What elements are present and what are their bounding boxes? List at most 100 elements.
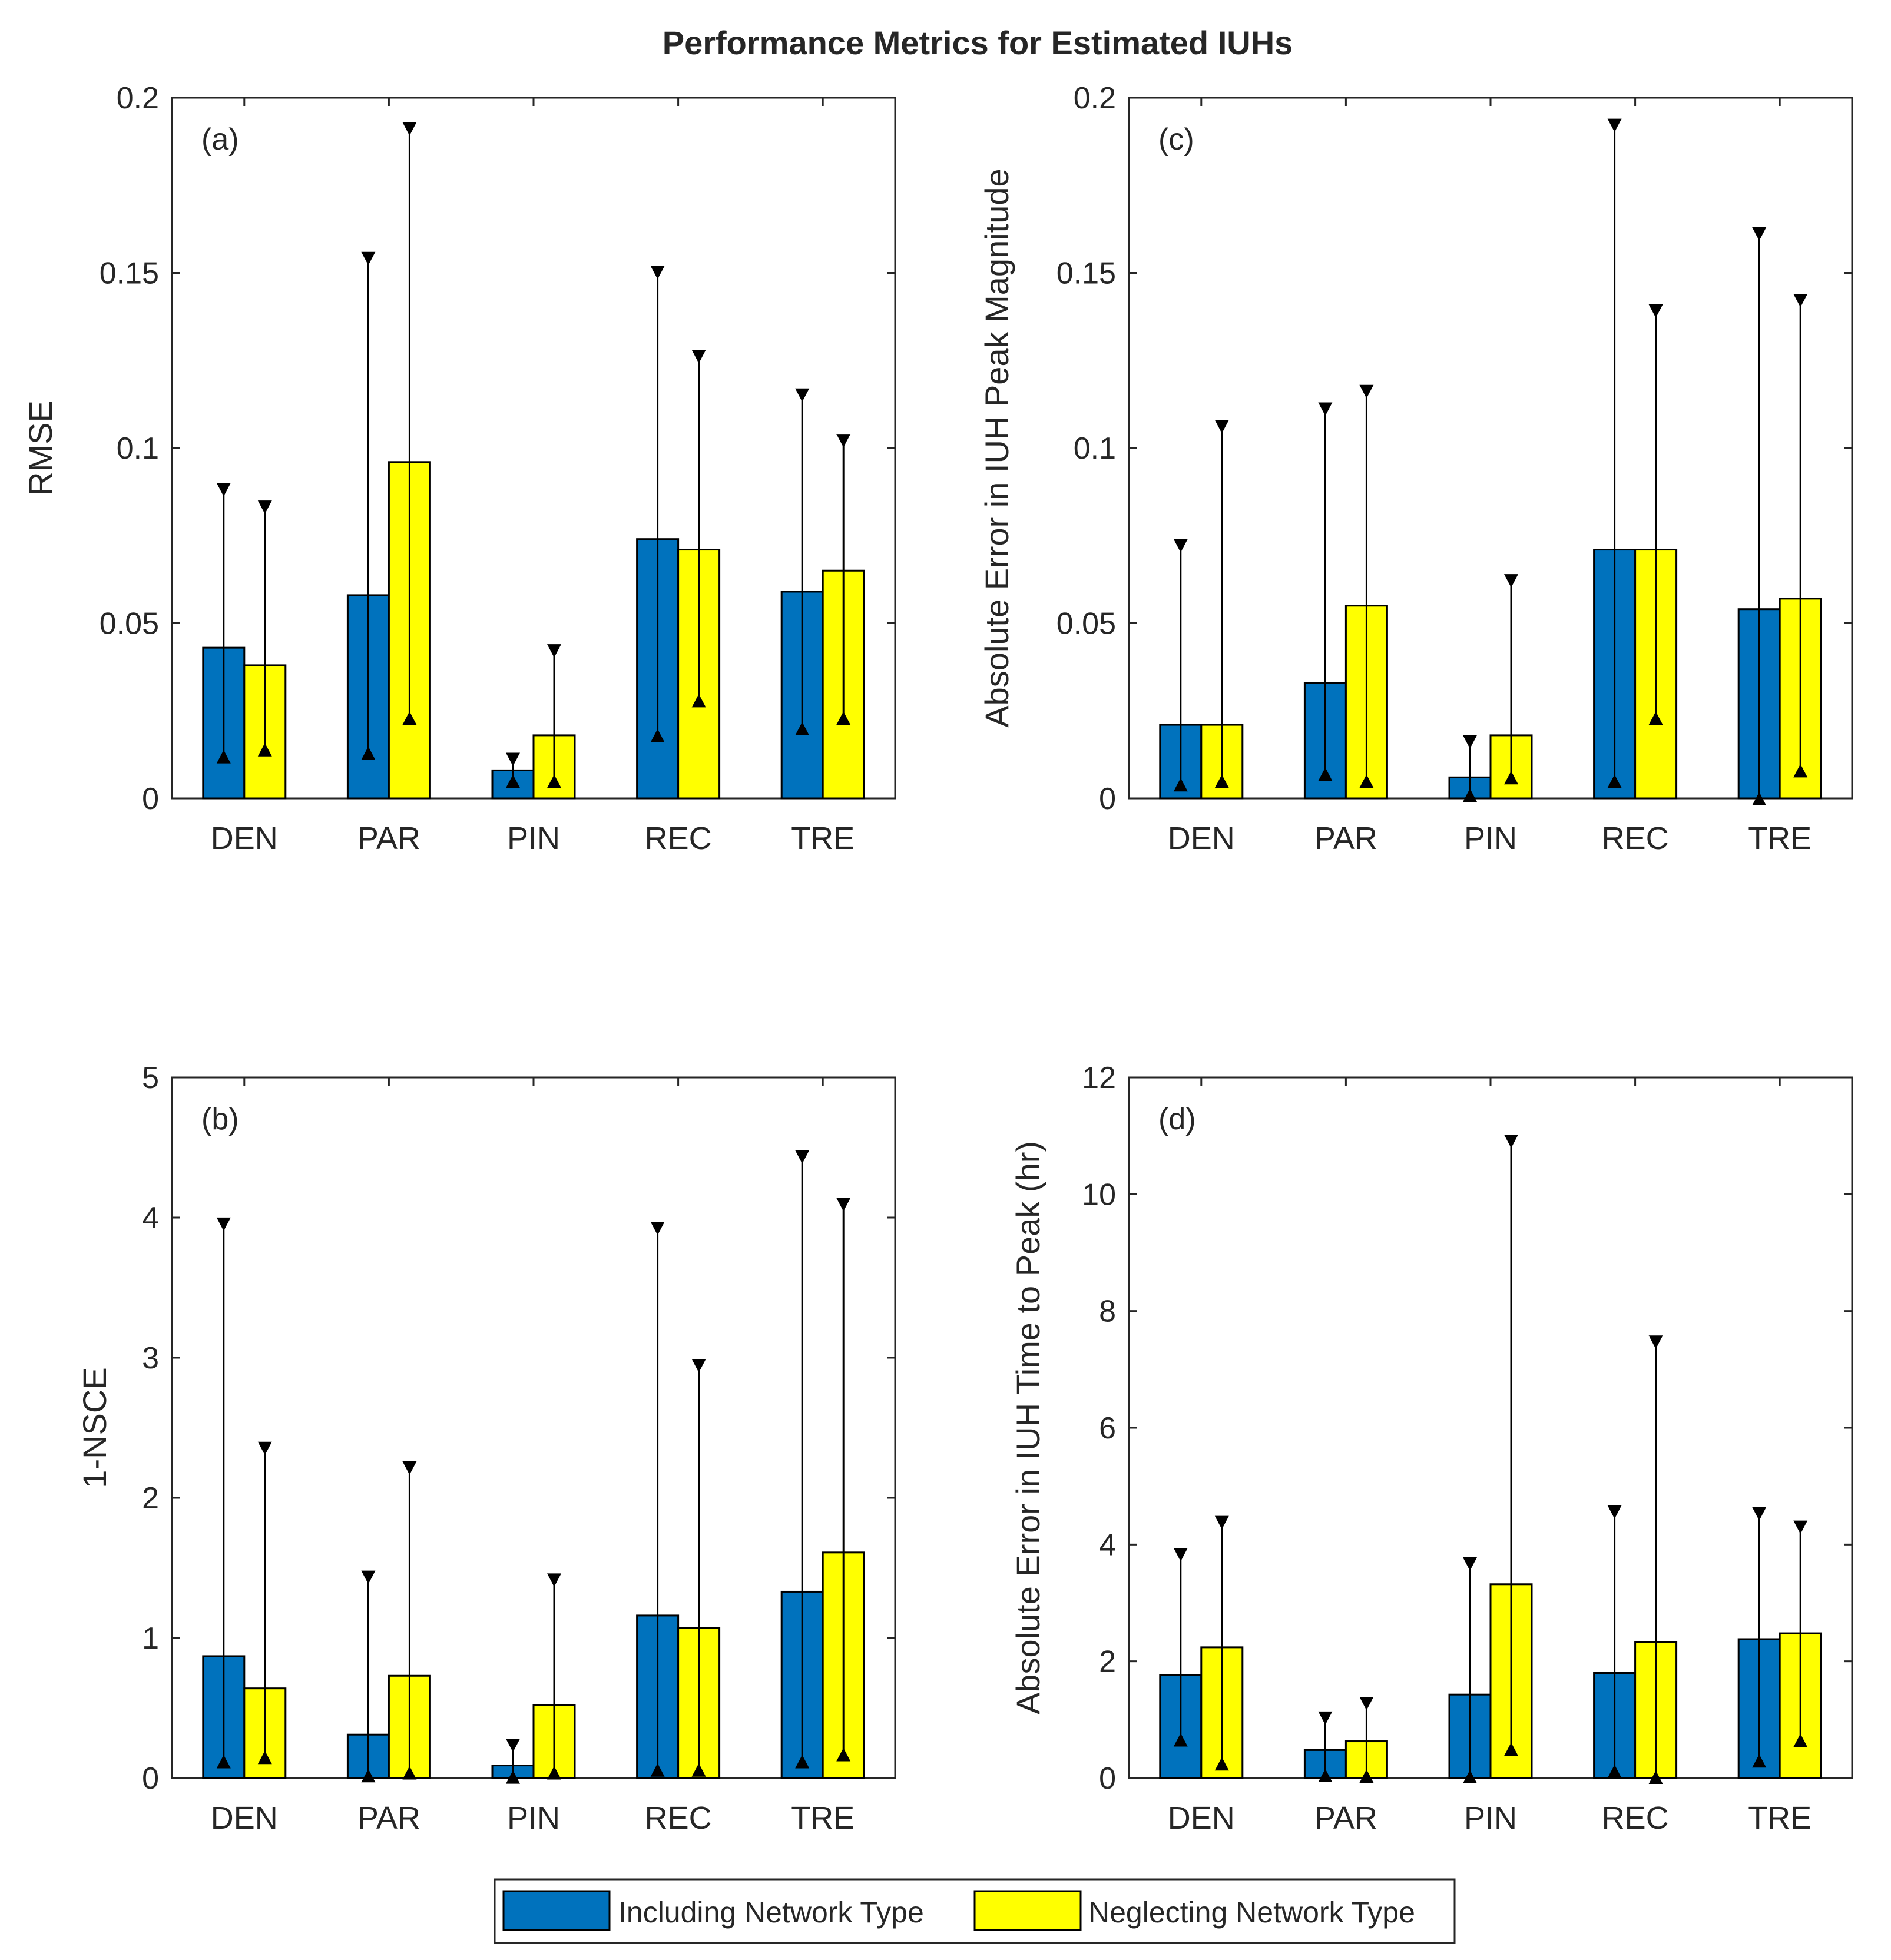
- axes-box-b: [171, 1076, 896, 1779]
- ytick-label: 5: [142, 1061, 159, 1095]
- errorbar-low-marker: [361, 1769, 376, 1783]
- legend: Including Network Type Neglecting Networ…: [494, 1878, 1456, 1944]
- xtick-label: TRE: [791, 1800, 855, 1836]
- xtick-label: DEN: [1168, 1800, 1235, 1836]
- errorbar-high-marker: [1648, 304, 1663, 318]
- ytick-label: 2: [1099, 1645, 1116, 1679]
- ytick-label: 3: [142, 1341, 159, 1375]
- errorbar-high-marker: [1752, 227, 1767, 241]
- xtick-label: REC: [1602, 1800, 1669, 1836]
- errorbar-high-marker: [506, 752, 520, 767]
- errorbar-high-marker: [1504, 1135, 1518, 1148]
- ylabel-a: RMSE: [22, 400, 59, 496]
- errorbar-low-marker: [1752, 1754, 1767, 1768]
- errorbar-low-marker: [402, 711, 417, 725]
- ytick-label: 6: [1099, 1411, 1116, 1445]
- xtick-label: PAR: [1314, 1800, 1377, 1836]
- figure-title: Performance Metrics for Estimated IUHs: [663, 24, 1293, 61]
- errorbar-low-marker: [1607, 1765, 1622, 1779]
- ytick-label: 1: [142, 1621, 159, 1656]
- ytick-label: 4: [1099, 1528, 1116, 1562]
- ytick-label: 0.05: [100, 607, 159, 641]
- legend-swatch-neglecting: [973, 1890, 1082, 1931]
- errorbar-high-marker: [1607, 118, 1622, 132]
- xtick-label: DEN: [1168, 821, 1235, 856]
- ytick-label: 0.2: [117, 81, 159, 115]
- xtick-label: PAR: [1314, 821, 1377, 856]
- ytick-label: 0.1: [117, 432, 159, 466]
- errorbar-low-marker: [1359, 774, 1374, 788]
- errorbar-low-marker: [1214, 1757, 1229, 1771]
- panel-d: 0 2 4 6 8 10 12 DEN PAR PIN REC TRE (d) Absolute Erro…: [1009, 1061, 1853, 1836]
- errorbar-low-marker: [836, 1747, 851, 1762]
- panel-label-c: (c): [1158, 122, 1194, 157]
- xtick-label: TRE: [1748, 1800, 1811, 1836]
- ytick-label: 2: [142, 1481, 159, 1515]
- panel-label-b: (b): [201, 1102, 239, 1136]
- errorbar-high-marker: [1607, 1505, 1622, 1519]
- panel-c: 0 0.05 0.1 0.15 0.2 DEN PAR PIN REC TRE (c) Absolut…: [978, 81, 1853, 856]
- ylabel-d: Absolute Error in IUH Time to Peak (hr): [1009, 1141, 1046, 1714]
- ytick-label: 0.15: [100, 257, 159, 291]
- ytick-label: 0.05: [1057, 607, 1116, 641]
- errorbar-low-marker: [795, 1755, 810, 1769]
- xtick-label: PIN: [1464, 1800, 1517, 1836]
- errorbar-high-marker: [1752, 1507, 1767, 1521]
- errorbar-low-marker: [1173, 778, 1188, 792]
- errorbar-high-marker: [1318, 402, 1333, 416]
- xtick-label: PIN: [1464, 821, 1517, 856]
- errorbar-high-marker: [836, 1198, 851, 1212]
- errorbar-low-marker: [216, 749, 231, 764]
- errorbar-high-marker: [216, 483, 231, 497]
- errorbar-high-marker: [257, 1441, 272, 1455]
- errorbar-high-marker: [402, 1461, 417, 1475]
- errorbar-low-marker: [1318, 767, 1333, 781]
- errorbar-high-marker: [547, 1573, 561, 1587]
- errorbar-low-marker: [506, 774, 520, 788]
- errorbar-low-marker: [1752, 792, 1767, 805]
- errorbar-low-marker: [1463, 788, 1477, 802]
- errorbar-low-marker: [257, 1750, 272, 1765]
- errorbar-low-marker: [1648, 711, 1663, 725]
- ytick-label: 0.1: [1074, 432, 1116, 466]
- errorbar-low-marker: [1504, 1742, 1518, 1756]
- errorbar-high-marker: [257, 500, 272, 514]
- errorbar-high-marker: [1173, 539, 1188, 553]
- ytick-label: 0: [1099, 1762, 1116, 1796]
- errorbar-high-marker: [402, 122, 417, 136]
- ytick-label: 8: [1099, 1295, 1116, 1329]
- errorbar-low-marker: [795, 722, 810, 735]
- errorbar-high-marker: [1463, 1557, 1477, 1571]
- errorbar-high-marker: [1214, 1515, 1229, 1530]
- ytick-label: 0.15: [1057, 257, 1116, 291]
- ytick-label: 0: [142, 782, 159, 816]
- errorbar-low-marker: [1463, 1770, 1477, 1784]
- ylabel-c: Absolute Error in IUH Peak Magnitude: [978, 168, 1015, 727]
- ytick-label: 0: [1099, 782, 1116, 816]
- legend-label-including: Including Network Type: [618, 1896, 924, 1929]
- errorbar-low-marker: [361, 746, 376, 760]
- xtick-label: PIN: [507, 821, 560, 856]
- errorbar-low-marker: [650, 1763, 665, 1777]
- errorbar-high-marker: [795, 1150, 810, 1164]
- errorbar-high-marker: [216, 1217, 231, 1231]
- panel-a: 0 0.05 0.1 0.15 0.2 DEN PAR PIN REC TRE (a) RMSE: [22, 81, 896, 856]
- errorbar-high-marker: [547, 644, 561, 658]
- errorbar-low-marker: [216, 1755, 231, 1769]
- panel-b: 0 1 2 3 4 5 DEN PAR PIN REC TRE (b) 1-NSCE: [76, 1061, 896, 1836]
- ytick-label: 0.2: [1074, 81, 1116, 115]
- ytick-label: 0: [142, 1762, 159, 1796]
- errorbar-low-marker: [402, 1766, 417, 1780]
- ytick-label: 12: [1082, 1061, 1116, 1095]
- errorbar-high-marker: [1793, 1520, 1808, 1534]
- xtick-label: REC: [645, 821, 712, 856]
- xtick-label: REC: [645, 1800, 712, 1836]
- xtick-label: DEN: [211, 821, 278, 856]
- errorbar-low-marker: [257, 742, 272, 757]
- errorbar-high-marker: [795, 388, 810, 402]
- errorbar-low-marker: [547, 1766, 561, 1780]
- errorbar-high-marker: [506, 1739, 520, 1753]
- errorbar-high-marker: [691, 350, 706, 364]
- errorbar-high-marker: [836, 434, 851, 447]
